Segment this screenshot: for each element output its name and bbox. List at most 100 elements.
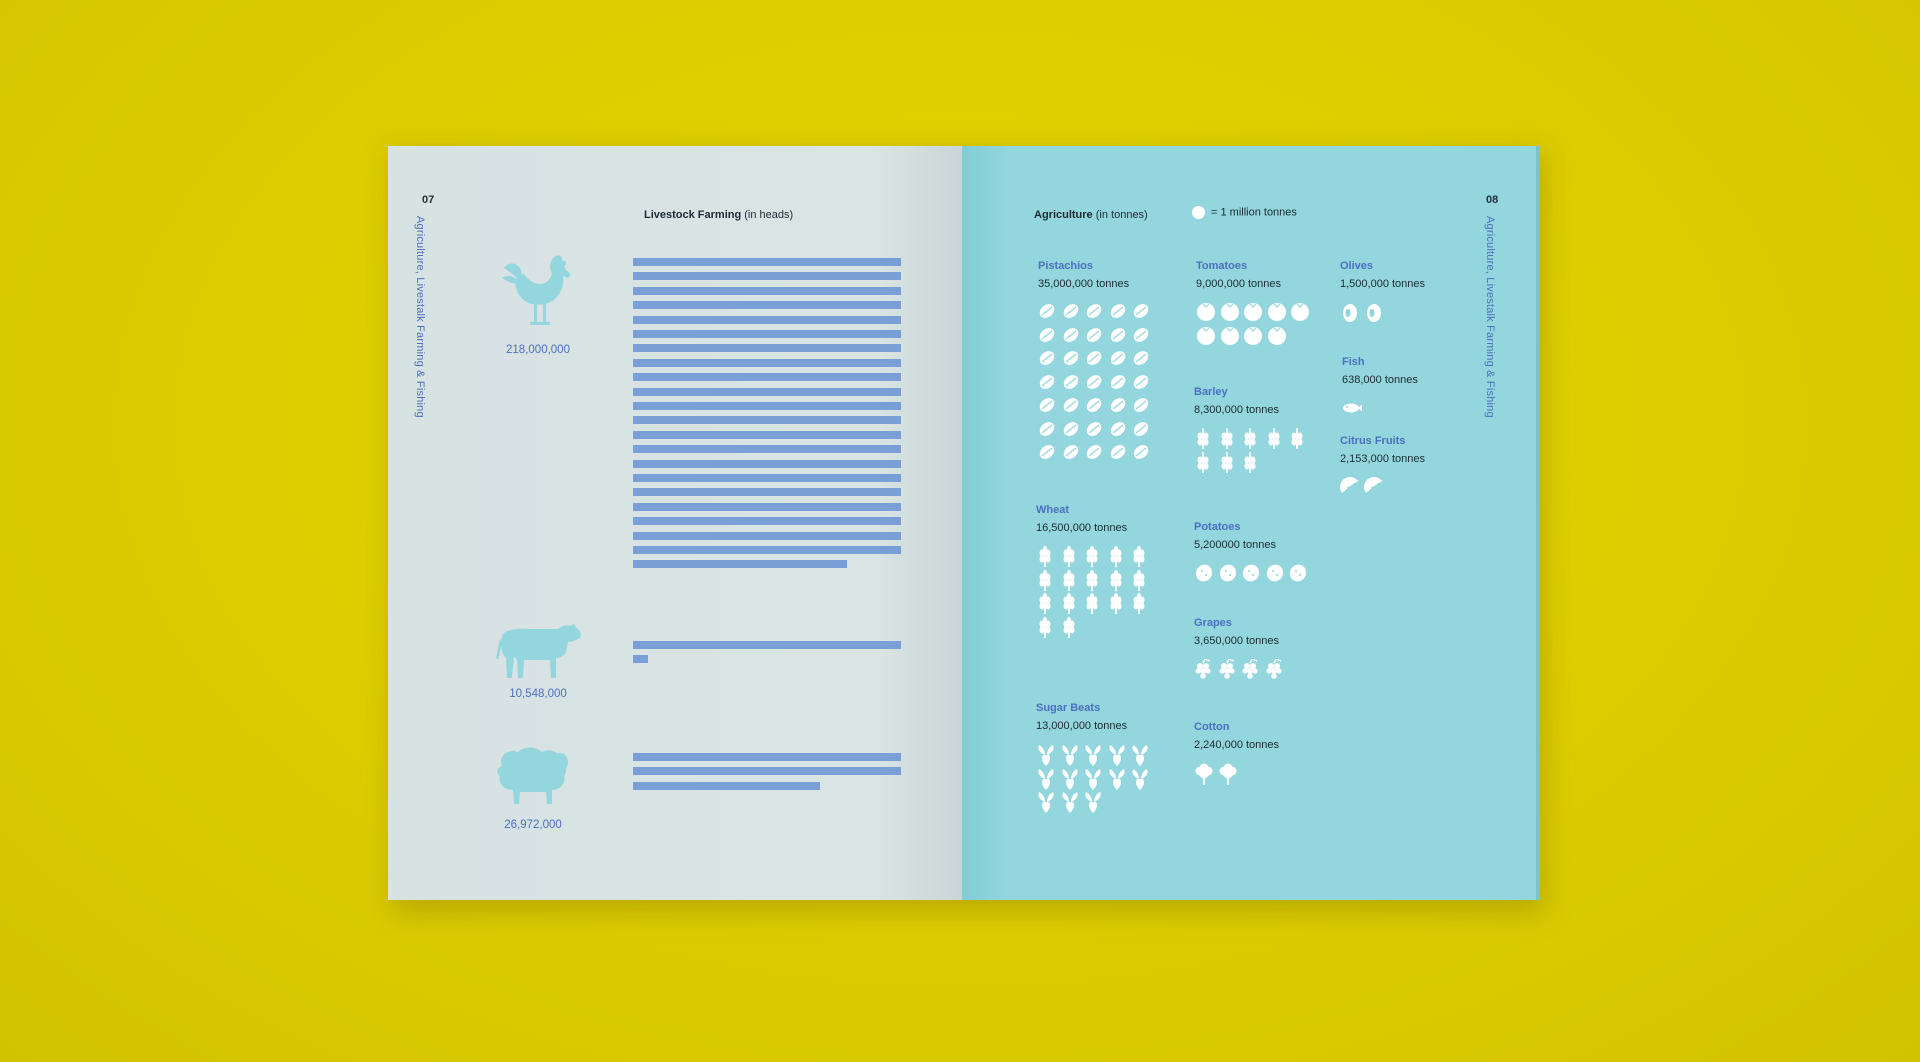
crop-name: Fish [1342,356,1365,368]
crop-amount: 16,500,000 tonnes [1036,522,1128,534]
potato-icon [1266,564,1283,582]
pistachio-icon [1086,445,1102,459]
barley-icon [1291,428,1303,449]
crop-pistachios: Pistachios 35,000,000 tonnes [1038,260,1149,459]
barley-icon [1244,428,1256,449]
rooster-bar [633,445,901,454]
wheat-icon [1063,569,1074,591]
sugar-beet-icon [1061,768,1078,790]
pistachio-icon [1133,374,1149,389]
olive-icon [1343,304,1357,322]
right-page: Agriculture (in tonnes) = 1 million tonn… [962,146,1540,900]
crop-name: Citrus Fruits [1340,435,1406,447]
cow-value: 10,548,000 [509,688,567,700]
crop-citrus-fruits: Citrus Fruits 2,153,000 tonnes [1340,435,1426,493]
sugar-beet-icon [1132,768,1148,790]
crop-amount: 2,153,000 tonnes [1340,453,1426,465]
potato-icon [1195,564,1213,582]
wheat-icon [1086,569,1098,591]
pistachio-icon [1086,421,1102,436]
rooster-bar [633,301,901,310]
rooster-bar [633,402,901,410]
barley-icon [1221,428,1232,449]
pistachio-icon [1039,445,1055,459]
crop-amount: 3,650,000 tonnes [1194,635,1280,647]
section-title: Livestock Farming (in heads) [644,209,793,221]
crop-amount: 638,000 tonnes [1342,374,1418,386]
pistachio-icon [1039,327,1055,342]
pistachio-icon [1110,445,1125,459]
crop-amount: 1,500,000 tonnes [1340,278,1426,290]
grapes-icon [1218,659,1235,679]
sugar-beet-icon [1085,768,1101,790]
rooster-icon [502,255,571,325]
crop-potatoes: Potatoes 5,200000 tonnes [1194,521,1307,582]
cow-bar [633,641,901,649]
tomato-icon [1220,303,1239,321]
tomato-icon [1244,326,1262,345]
crop-amount: 13,000,000 tonnes [1036,720,1128,732]
rooster-bar [633,272,901,281]
cotton-icon [1219,763,1236,785]
cow-icon [496,624,581,678]
section-title-unit: (in heads) [744,209,794,221]
legend: = 1 million tonnes [1192,206,1297,219]
wheat-icon [1039,593,1051,614]
side-label: Agriculture, Livestalk Farming & Fishing [414,216,426,418]
rooster-bar [633,286,901,295]
crop-name: Grapes [1194,617,1232,629]
rooster-bar [633,488,901,497]
legend-dot-icon [1192,206,1205,219]
pistachio-icon [1110,374,1125,389]
sugar-beet-icon [1108,745,1125,766]
left-page: 07 Agriculture, Livestalk Farming & Fish… [388,146,962,900]
crop-amount: 8,300,000 tonnes [1194,404,1280,416]
cow-bar [633,655,648,664]
sheep-value: 26,972,000 [504,819,562,831]
wheat-icon [1110,593,1121,614]
crop-amount: 2,240,000 tonnes [1194,739,1280,751]
citrus-icon [1340,477,1358,493]
page-number: 07 [422,194,435,206]
crop-olives: Olives 1,500,000 tonnes [1340,260,1426,322]
sugar-beet-icon [1038,768,1054,790]
crop-tomatoes: Tomatoes 9,000,000 tonnes [1196,260,1309,345]
tomato-icon [1267,326,1286,345]
pistachio-icon [1110,421,1125,436]
wheat-icon [1063,593,1074,614]
wheat-icon [1063,546,1074,567]
crop-name: Barley [1194,386,1228,398]
pistachio-icon [1133,304,1149,318]
pistachio-icon [1063,421,1078,436]
rooster-bar [633,517,901,526]
pistachio-icon [1086,374,1102,389]
sugar-beet-icon [1038,745,1054,766]
pistachio-icon [1133,327,1149,342]
pistachio-icon [1063,327,1078,342]
tomato-icon [1197,326,1215,345]
crop-name: Cotton [1194,721,1230,733]
pistachio-icon [1110,398,1125,412]
crop-barley: Barley 8,300,000 tonnes [1194,386,1303,473]
pistachio-icon [1063,445,1078,459]
tomato-icon [1267,303,1286,321]
sugar-beet-icon [1132,745,1148,766]
barley-icon [1268,428,1279,449]
fish-icon [1343,403,1362,413]
wheat-icon [1133,569,1145,591]
rooster-bar [633,531,901,540]
rooster-bar [633,560,847,569]
rooster-bar [633,330,901,338]
sheep-icon [497,747,568,804]
crop-fish: Fish 638,000 tonnes [1342,356,1418,413]
rooster-bar [633,546,901,554]
rooster-bar [633,344,901,353]
wheat-icon [1133,593,1145,614]
sugar-beet-icon [1085,745,1101,766]
page-number: 08 [1486,194,1499,206]
sheep-bar [633,781,820,790]
barley-icon [1221,451,1232,473]
rooster-bar [633,373,901,382]
sugar-beet-icon [1038,792,1054,813]
barley-icon [1197,428,1209,449]
